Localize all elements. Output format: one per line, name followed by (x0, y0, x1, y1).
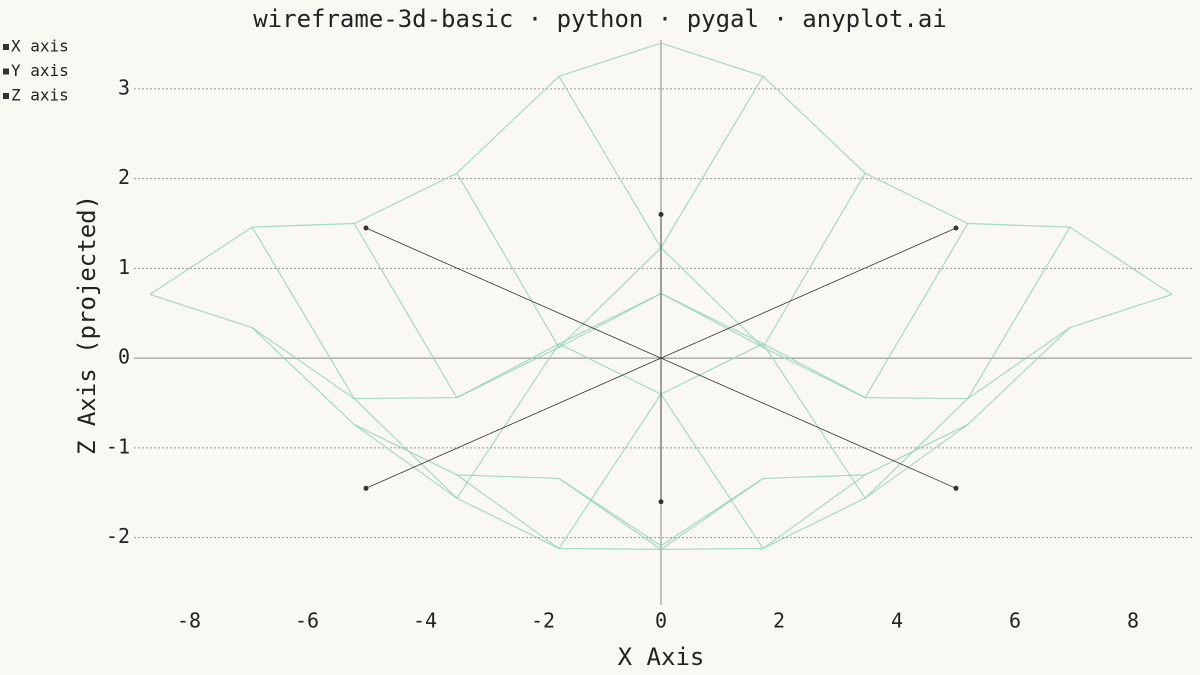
x-tick-label: 2 (773, 609, 785, 633)
x-tick-label: -6 (295, 609, 319, 633)
axis-endpoint (953, 485, 959, 491)
x-tick-label: -4 (413, 609, 437, 633)
wireframe-row (660, 42, 1173, 295)
wireframe-row (558, 75, 1071, 400)
x-tick-label: 0 (655, 609, 667, 633)
x-tick-label: 8 (1127, 609, 1139, 633)
y-tick-label: 0 (118, 345, 130, 369)
axis-endpoint (658, 499, 664, 505)
axis-endpoint (658, 212, 664, 218)
wireframe-row (251, 226, 764, 550)
x-tick-label: -2 (531, 609, 555, 633)
y-tick-label: -2 (106, 524, 130, 548)
legend-label: X axis (11, 37, 69, 56)
wireframe-column (558, 226, 1071, 550)
legend-label: Y axis (11, 61, 69, 80)
x-tick-label: 4 (891, 609, 903, 633)
wireframe-column (353, 172, 866, 500)
wireframe-column (660, 293, 1173, 547)
x-tick-label: 6 (1009, 609, 1021, 633)
y-axis-label: Z Axis (projected) (73, 195, 101, 455)
legend-swatch (3, 44, 9, 50)
chart-title: wireframe-3d-basic · python · pygal · an… (253, 5, 947, 33)
y-tick-label: 3 (118, 75, 130, 99)
wireframe-column (149, 42, 662, 295)
wireframe-row (456, 172, 969, 500)
y-tick-label: 2 (118, 165, 130, 189)
x-tick-label: -8 (177, 609, 201, 633)
wireframe-row (353, 223, 866, 550)
axis-endpoint (363, 485, 369, 491)
x-axis-label: X Axis (618, 643, 705, 671)
y-tick-label: 1 (118, 255, 130, 279)
legend-label: Z axis (11, 86, 69, 105)
legend-swatch (3, 68, 9, 75)
wireframe-row (149, 293, 662, 547)
wireframe-column (251, 75, 764, 400)
axis-endpoint (953, 225, 959, 231)
wireframe-column (456, 223, 969, 550)
axis-endpoint (363, 225, 369, 231)
y-tick-label: -1 (106, 434, 130, 458)
legend-swatch (3, 93, 9, 99)
